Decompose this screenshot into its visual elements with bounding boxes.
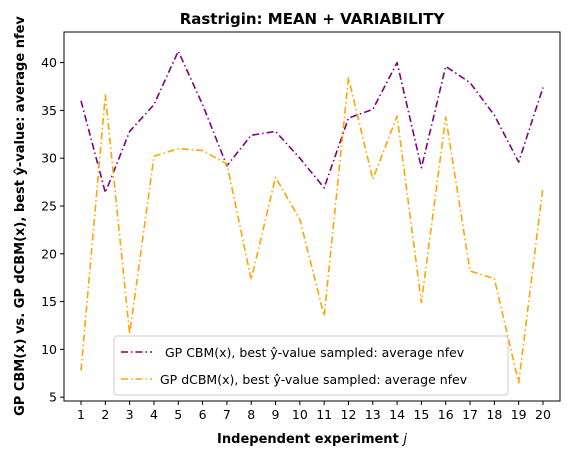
x-tick-label: 17 [462,407,478,422]
chart-title: Rastrigin: MEAN + VARIABILITY [180,10,446,28]
x-tick-label: 3 [126,407,134,422]
x-tick-label: 18 [486,407,502,422]
x-tick-label: 11 [316,407,332,422]
y-tick-label: 25 [41,198,57,213]
x-tick-label: 1 [77,407,85,422]
x-tick-label: 12 [341,407,357,422]
x-tick-label: 10 [292,407,308,422]
x-tick-label: 19 [511,407,527,422]
y-tick-label: 5 [49,390,57,405]
y-tick-label: 10 [41,342,57,357]
x-axis-label-text: Independent experiment [217,432,403,447]
x-tick-label: 8 [247,407,255,422]
x-tick-label: 5 [174,407,182,422]
legend-label-cbm: GP CBM(x), best ŷ-value sampled: average… [165,345,465,360]
x-tick-label: 6 [199,407,207,422]
y-tick-label: 15 [41,294,57,309]
x-tick-label: 13 [365,407,381,422]
y-tick-label: 35 [41,103,57,118]
x-tick-label: 16 [438,407,454,422]
legend: GP CBM(x), best ŷ-value sampled: average… [113,335,509,396]
x-tick-label: 4 [150,407,158,422]
x-tick-label: 2 [101,407,109,422]
series-line-dcbm [80,77,544,384]
x-axis-ticks: 1 2 3 4 5 6 7 8 9 10 11 12 13 14 15 16 17 18 19 20 [77,401,551,422]
y-tick-label: 30 [41,151,57,166]
series-line-cbm [80,50,544,194]
x-tick-label: 9 [272,407,280,422]
x-tick-label: 20 [535,407,551,422]
series-lines [80,50,544,384]
x-tick-label: 14 [389,407,405,422]
y-axis-ticks: 5 10 15 20 25 30 35 40 [41,55,64,405]
legend-label-dcbm: GP dCBM(x), best ŷ-value sampled: averag… [160,372,468,387]
x-axis-label: Independent experiment j [217,432,407,447]
legend-box [113,335,509,396]
x-axis-label-var: j [401,432,407,447]
y-axis-label: GP CBM(x) vs. GP dCBM(x), best ŷ-value: … [13,16,28,416]
y-tick-label: 40 [41,55,57,70]
x-tick-label: 15 [413,407,429,422]
x-tick-label: 7 [223,407,231,422]
y-tick-label: 20 [41,246,57,261]
